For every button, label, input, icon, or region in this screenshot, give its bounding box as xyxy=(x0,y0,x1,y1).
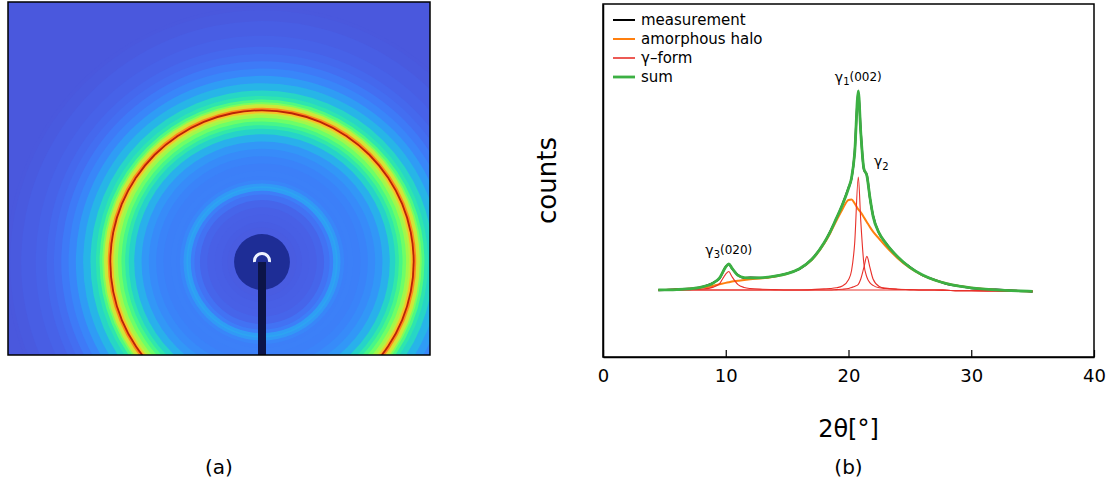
diffraction-ring xyxy=(102,102,421,355)
x-tick-mark xyxy=(726,350,727,357)
y-axis-title: counts xyxy=(532,137,562,224)
legend: measurementamorphous haloγ–formsum xyxy=(613,11,763,86)
legend-label: measurement xyxy=(641,11,746,29)
diffraction-ring xyxy=(69,69,430,355)
panel-caption: (a) xyxy=(205,455,233,479)
diffraction-ring xyxy=(163,163,360,355)
beam-stop xyxy=(258,262,266,355)
diffraction-ring xyxy=(61,61,430,355)
diffraction-ring xyxy=(100,100,425,355)
x-tick-label: 40 xyxy=(1083,365,1106,386)
x-tick-mark xyxy=(848,350,849,357)
component-line xyxy=(658,256,1032,291)
peak-label: γ3(020) xyxy=(705,242,752,260)
diffraction-ring xyxy=(108,108,416,355)
legend-swatch xyxy=(613,38,635,40)
x-tick: 20 xyxy=(838,350,861,386)
diffraction-ring xyxy=(134,134,390,355)
legend-label: γ–form xyxy=(641,49,692,67)
series-line xyxy=(658,200,1032,292)
diffraction-ring xyxy=(8,7,430,356)
series-line xyxy=(658,91,1032,292)
series-line xyxy=(658,92,1032,292)
x-tick-label: 20 xyxy=(838,365,861,386)
x-axis-title: 2θ[°] xyxy=(818,415,879,443)
legend-item: γ–form xyxy=(613,49,692,67)
x-tick-mark xyxy=(1094,350,1095,357)
diffraction-ring xyxy=(121,121,402,355)
diffraction-ring xyxy=(129,129,395,355)
diffraction-ring xyxy=(111,111,412,355)
diffraction-ring xyxy=(10,10,430,355)
legend-item: sum xyxy=(613,68,673,86)
diffraction-ring xyxy=(149,149,375,355)
y-axis-line xyxy=(603,5,605,358)
legend-label: sum xyxy=(641,68,673,86)
diffraction-ring xyxy=(47,47,430,355)
diffraction-ring xyxy=(96,96,428,355)
diffraction-ring xyxy=(113,113,410,355)
diffraction-ring xyxy=(104,104,420,355)
diffraction-ring xyxy=(115,115,409,355)
diffraction-ring xyxy=(76,76,430,355)
diffraction-ring xyxy=(54,54,430,355)
x-tick-label: 10 xyxy=(715,365,738,386)
legend-swatch xyxy=(613,19,635,21)
legend-swatch xyxy=(613,57,635,59)
legend-item: measurement xyxy=(613,11,746,29)
peak-label: γ2 xyxy=(874,153,889,172)
diffraction-ring xyxy=(21,21,430,355)
diffraction-ring xyxy=(142,142,383,355)
x-tick-label: 30 xyxy=(960,365,983,386)
y-axis xyxy=(603,5,604,358)
x-axis: 0 10 20 30 40 xyxy=(598,350,1106,386)
x-tick-mark xyxy=(971,350,972,357)
diffraction-image xyxy=(8,2,430,355)
x-tick: 40 xyxy=(1083,350,1106,386)
diffraction-ring xyxy=(118,118,406,355)
plot-frame xyxy=(603,4,1094,357)
legend-label: amorphous halo xyxy=(641,30,763,48)
diffraction-ring xyxy=(109,109,414,355)
beam-stop-edge xyxy=(253,252,271,262)
legend-item: amorphous halo xyxy=(613,30,763,48)
diffraction-ring xyxy=(83,83,430,355)
diffraction-ring xyxy=(90,90,430,355)
plot-area xyxy=(658,91,1032,292)
diffraction-ring xyxy=(156,156,368,355)
peak-label: γ1(002) xyxy=(835,69,882,88)
image-frame xyxy=(8,2,430,355)
diffraction-ring xyxy=(36,36,430,355)
figure: (a) 0 10 20 30 40 2θ[°] counts measurementamorph… xyxy=(0,0,1114,497)
panel-caption: (b) xyxy=(834,455,862,479)
legend-swatch xyxy=(613,76,635,79)
diffraction-ring xyxy=(106,106,418,355)
x-tick: 30 xyxy=(960,350,983,386)
x-tick: 10 xyxy=(715,350,738,386)
x-tick-label: 0 xyxy=(598,365,609,386)
diffraction-ring xyxy=(125,125,399,355)
